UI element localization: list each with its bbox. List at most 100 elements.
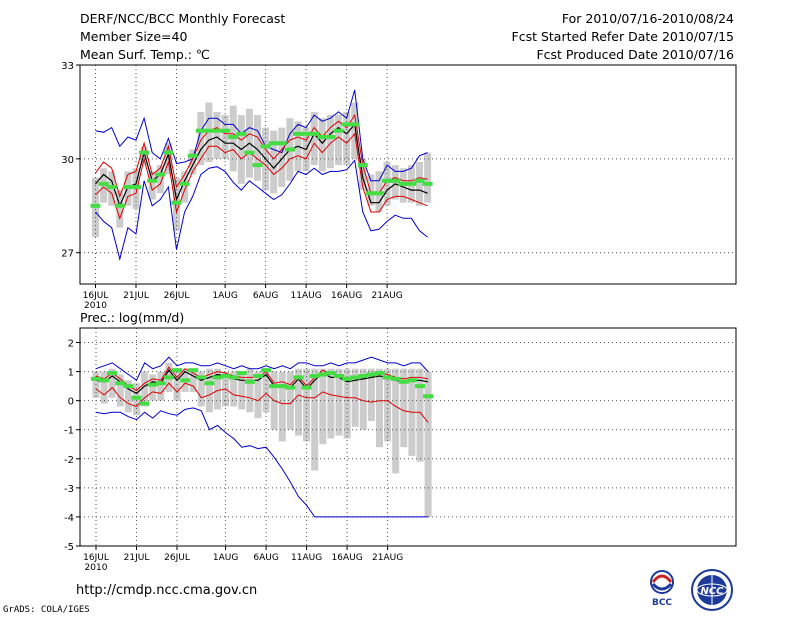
x-tick-label: 21AUG — [372, 291, 403, 301]
mean-marker-day-28 — [317, 134, 328, 139]
box-day-11 — [181, 171, 189, 203]
mean-marker-day-40 — [414, 178, 425, 183]
box-day-2 — [108, 368, 116, 398]
mean-marker-day-29 — [325, 371, 336, 376]
mean-marker-day-26 — [301, 131, 312, 136]
mean-marker-day-41 — [423, 394, 434, 399]
mean-marker-day-22 — [269, 384, 280, 389]
box-day-32 — [351, 102, 359, 159]
mean-marker-day-39 — [406, 378, 417, 383]
mean-marker-day-25 — [293, 131, 303, 136]
mean-marker-day-25 — [293, 375, 304, 380]
mean-marker-day-17 — [228, 134, 239, 139]
mean-marker-day-6 — [139, 150, 150, 155]
mean-marker-day-24 — [285, 385, 296, 390]
box-day-34 — [367, 368, 375, 422]
box-day-1 — [100, 371, 108, 404]
x-tick-label: 11AUG — [291, 553, 322, 563]
mean-marker-day-2 — [107, 371, 118, 376]
x-tick-label: 21AUG — [372, 553, 403, 563]
box-day-20 — [254, 115, 261, 181]
mean-marker-day-8 — [155, 172, 166, 177]
mean-marker-day-3 — [114, 203, 125, 208]
forecast-period: For 2010/07/16-2010/08/24 — [561, 11, 734, 26]
mean-marker-day-24 — [284, 147, 295, 152]
mean-marker-day-15 — [212, 375, 223, 380]
bcc-logo-text: BCC — [652, 598, 672, 608]
x-tick-label: 16JUL — [83, 553, 109, 563]
box-day-30 — [335, 368, 343, 436]
ncc-logo-text: NCC — [700, 586, 724, 597]
box-day-24 — [286, 371, 294, 430]
chart-title: DERF/NCC/BCC Monthly Forecast — [80, 11, 286, 26]
x-tick-label: 11AUG — [291, 291, 322, 301]
box-day-16 — [221, 115, 229, 159]
mean-marker-day-14 — [203, 128, 214, 133]
mean-marker-day-0 — [91, 376, 101, 381]
box-day-29 — [326, 115, 334, 169]
box-day-23 — [278, 371, 286, 442]
mean-marker-day-21 — [261, 368, 272, 373]
y-tick-label: -3 — [64, 484, 74, 495]
x-tick-label: 16AUG — [331, 291, 362, 301]
box-day-13 — [197, 371, 205, 407]
box-day-41 — [424, 371, 432, 517]
mean-marker-day-5 — [131, 185, 141, 190]
mean-marker-day-26 — [301, 385, 312, 390]
mean-marker-day-33 — [357, 163, 368, 168]
mean-marker-day-7 — [147, 382, 158, 387]
box-day-25 — [295, 368, 302, 436]
y-tick-label: 30 — [61, 155, 74, 166]
mean-marker-day-23 — [276, 141, 287, 146]
mean-marker-day-39 — [406, 181, 417, 186]
box-day-29 — [327, 368, 335, 439]
box-day-6 — [140, 146, 148, 166]
mean-marker-day-11 — [179, 181, 190, 186]
mean-marker-day-16 — [220, 373, 231, 378]
box-day-7 — [148, 171, 156, 200]
line-lower — [95, 132, 428, 220]
box-day-12 — [189, 149, 197, 175]
forecast-produced-date: Fcst Produced Date 2010/07/16 — [536, 47, 734, 62]
box-day-19 — [246, 368, 254, 413]
mean-marker-day-30 — [334, 373, 344, 378]
mean-marker-day-34 — [366, 372, 377, 377]
mean-marker-day-6 — [139, 401, 150, 406]
box-day-15 — [214, 368, 221, 410]
mean-marker-day-17 — [228, 375, 239, 380]
y-tick-label: 27 — [61, 249, 74, 260]
x-tick-label: 1AUG — [212, 291, 237, 301]
box-day-8 — [157, 371, 165, 401]
mean-marker-day-19 — [244, 379, 255, 384]
line-min — [95, 159, 428, 261]
box-day-35 — [376, 368, 383, 448]
box-day-27 — [310, 111, 318, 166]
x-tick-label: 16AUG — [332, 553, 363, 563]
mean-marker-day-13 — [195, 128, 206, 133]
mean-marker-day-1 — [99, 378, 110, 383]
x-tick-label: 21JUL — [124, 553, 150, 563]
mean-marker-day-21 — [260, 144, 271, 149]
y-tick-label: -1 — [64, 426, 74, 437]
box-day-26 — [303, 368, 311, 442]
box-day-38 — [400, 368, 408, 448]
mean-marker-day-32 — [350, 375, 361, 380]
box-day-40 — [416, 161, 423, 206]
mean-marker-day-36 — [382, 375, 393, 380]
mean-marker-day-38 — [398, 181, 409, 186]
panel-title: Prec.: log(mm/d) — [80, 310, 184, 325]
mean-marker-day-19 — [244, 150, 255, 155]
mean-marker-day-33 — [358, 373, 369, 378]
x-year-label: 2010 — [84, 301, 107, 311]
mean-marker-day-41 — [422, 181, 433, 186]
mean-marker-day-18 — [236, 371, 247, 376]
mean-marker-day-27 — [309, 131, 320, 136]
mean-marker-day-20 — [253, 373, 263, 378]
box-day-40 — [416, 368, 424, 462]
mean-marker-day-23 — [277, 384, 288, 389]
mean-marker-day-4 — [123, 384, 134, 389]
panel-2: -5 -4 -3 -2 -1 0 1 2 16JUL 21JUL 26JUL 1AUG 6AUG 11AU… — [64, 310, 737, 573]
source-url[interactable]: http://cmdp.ncc.cma.gov.cn — [76, 583, 258, 598]
y-tick-label: 33 — [61, 61, 74, 72]
box-day-7 — [149, 374, 157, 401]
